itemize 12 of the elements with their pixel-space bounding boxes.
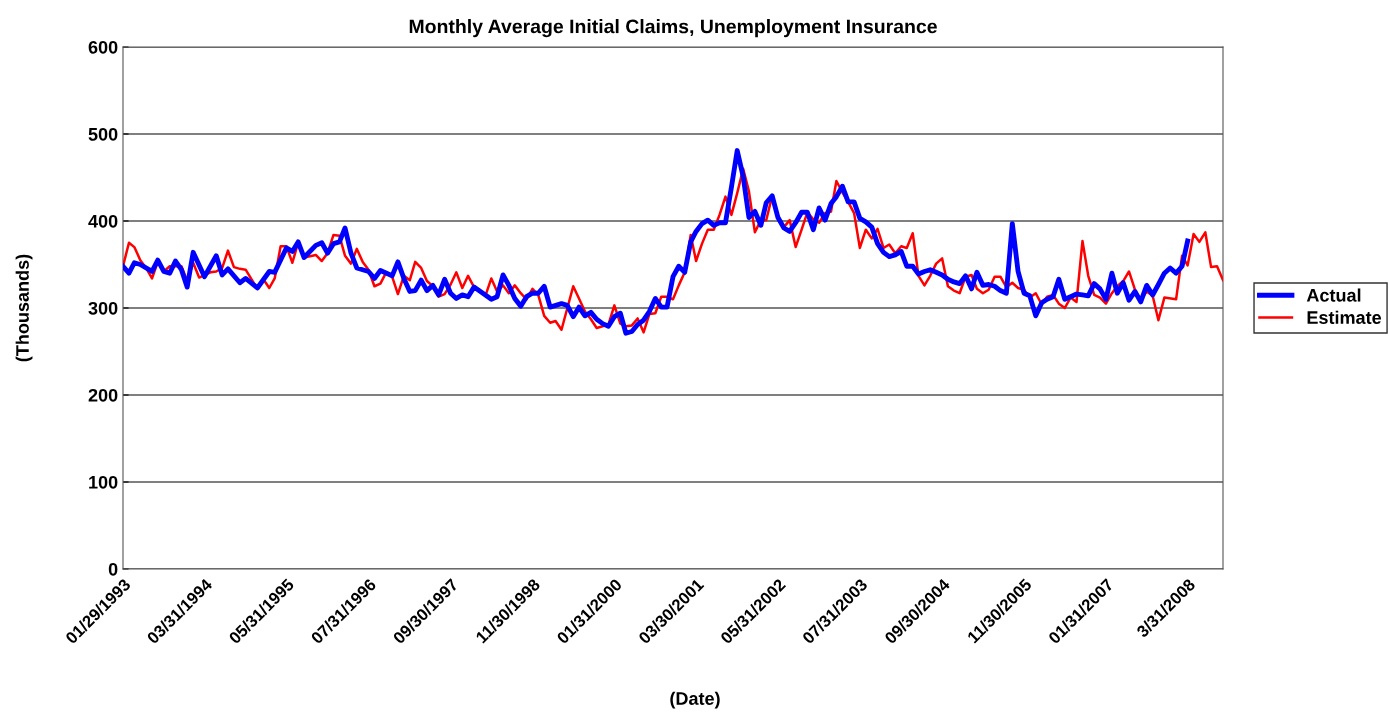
y-tick-label: 500 [88, 127, 118, 141]
x-axis-title: (Date) [670, 691, 720, 709]
y-tick-label: 300 [88, 301, 118, 315]
legend-label: Estimate [1307, 310, 1382, 324]
y-axis-title: (Thousands) [15, 254, 33, 362]
y-tick-label: 600 [88, 40, 118, 54]
y-tick-label: 0 [108, 562, 118, 576]
y-tick-label: 400 [88, 214, 118, 228]
legend-label: Actual [1306, 288, 1361, 302]
y-tick-label: 200 [88, 388, 118, 402]
y-tick-label: 100 [89, 475, 118, 489]
chart-title: Monthly Average Initial Claims, Unemployment Insurance [409, 19, 937, 38]
